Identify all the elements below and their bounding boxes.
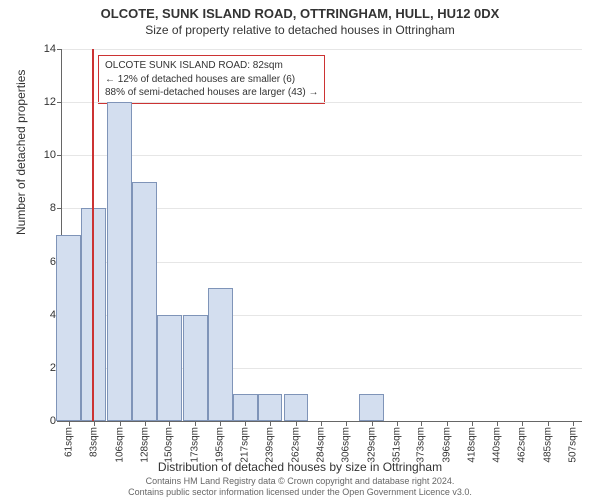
x-tick-mark (522, 421, 523, 426)
x-tick-label: 150sqm (164, 427, 175, 463)
y-tick-mark (57, 49, 62, 50)
x-tick-label: 217sqm (240, 427, 251, 463)
x-tick-label: 195sqm (215, 427, 226, 463)
x-tick-mark (497, 421, 498, 426)
x-axis-label: Distribution of detached houses by size … (0, 460, 600, 474)
histogram-bar (183, 315, 208, 421)
x-tick-label: 440sqm (492, 427, 503, 463)
x-tick-mark (220, 421, 221, 426)
x-tick-label: 351sqm (391, 427, 402, 463)
callout-line3: 88% of semi-detached houses are larger (… (105, 86, 318, 100)
histogram-bar (359, 394, 384, 421)
x-tick-mark (447, 421, 448, 426)
histogram-bar (107, 102, 132, 421)
callout-line2: ← 12% of detached houses are smaller (6) (105, 73, 318, 87)
x-tick-mark (120, 421, 121, 426)
page-title: OLCOTE, SUNK ISLAND ROAD, OTTRINGHAM, HU… (0, 0, 600, 21)
x-tick-mark (421, 421, 422, 426)
x-tick-mark (69, 421, 70, 426)
footnote-line1: Contains HM Land Registry data © Crown c… (0, 476, 600, 487)
y-tick-label: 8 (50, 202, 56, 214)
x-tick-label: 396sqm (442, 427, 453, 463)
y-tick-label: 12 (44, 96, 56, 108)
histogram-bar (258, 394, 283, 421)
x-tick-mark (195, 421, 196, 426)
footnote: Contains HM Land Registry data © Crown c… (0, 476, 600, 498)
x-tick-label: 373sqm (416, 427, 427, 463)
y-tick-label: 0 (50, 415, 56, 427)
x-tick-mark (346, 421, 347, 426)
callout-line1: OLCOTE SUNK ISLAND ROAD: 82sqm (105, 59, 318, 73)
y-tick-mark (57, 421, 62, 422)
gridline (62, 49, 582, 50)
chart-container: OLCOTE, SUNK ISLAND ROAD, OTTRINGHAM, HU… (0, 0, 600, 500)
histogram-bar (233, 394, 258, 421)
x-tick-label: 128sqm (139, 427, 150, 463)
y-tick-mark (57, 102, 62, 103)
x-tick-label: 507sqm (567, 427, 578, 463)
x-tick-mark (372, 421, 373, 426)
histogram-bar (132, 182, 157, 421)
y-tick-label: 14 (44, 43, 56, 55)
property-marker-line (92, 49, 94, 421)
x-tick-label: 485sqm (543, 427, 554, 463)
x-tick-mark (472, 421, 473, 426)
x-tick-mark (169, 421, 170, 426)
gridline (62, 155, 582, 156)
y-axis-label: Number of detached properties (14, 70, 28, 235)
x-tick-mark (245, 421, 246, 426)
x-tick-label: 61sqm (63, 427, 74, 457)
histogram-bar (284, 394, 309, 421)
x-tick-mark (573, 421, 574, 426)
x-tick-label: 329sqm (366, 427, 377, 463)
histogram-bar (157, 315, 182, 421)
x-tick-mark (548, 421, 549, 426)
x-tick-label: 173sqm (190, 427, 201, 463)
histogram-bar (56, 235, 81, 421)
y-tick-mark (57, 208, 62, 209)
y-tick-label: 6 (50, 256, 56, 268)
histogram-bar (208, 288, 233, 421)
x-tick-label: 239sqm (265, 427, 276, 463)
x-tick-mark (270, 421, 271, 426)
property-callout: OLCOTE SUNK ISLAND ROAD: 82sqm ← 12% of … (98, 55, 325, 104)
x-tick-mark (296, 421, 297, 426)
y-tick-mark (57, 155, 62, 156)
footnote-line2: Contains public sector information licen… (0, 487, 600, 498)
y-tick-label: 4 (50, 309, 56, 321)
x-tick-label: 83sqm (88, 427, 99, 457)
x-tick-label: 106sqm (114, 427, 125, 463)
page-subtitle: Size of property relative to detached ho… (0, 21, 600, 37)
y-tick-label: 10 (44, 149, 56, 161)
x-tick-mark (145, 421, 146, 426)
x-tick-label: 306sqm (340, 427, 351, 463)
x-tick-mark (321, 421, 322, 426)
x-tick-mark (397, 421, 398, 426)
y-tick-label: 2 (50, 362, 56, 374)
chart-plot-area: OLCOTE SUNK ISLAND ROAD: 82sqm ← 12% of … (61, 49, 582, 422)
x-tick-label: 418sqm (467, 427, 478, 463)
gridline (62, 102, 582, 103)
x-tick-mark (94, 421, 95, 426)
histogram-bar (81, 208, 106, 421)
x-tick-label: 262sqm (291, 427, 302, 463)
x-tick-label: 462sqm (517, 427, 528, 463)
x-tick-label: 284sqm (315, 427, 326, 463)
